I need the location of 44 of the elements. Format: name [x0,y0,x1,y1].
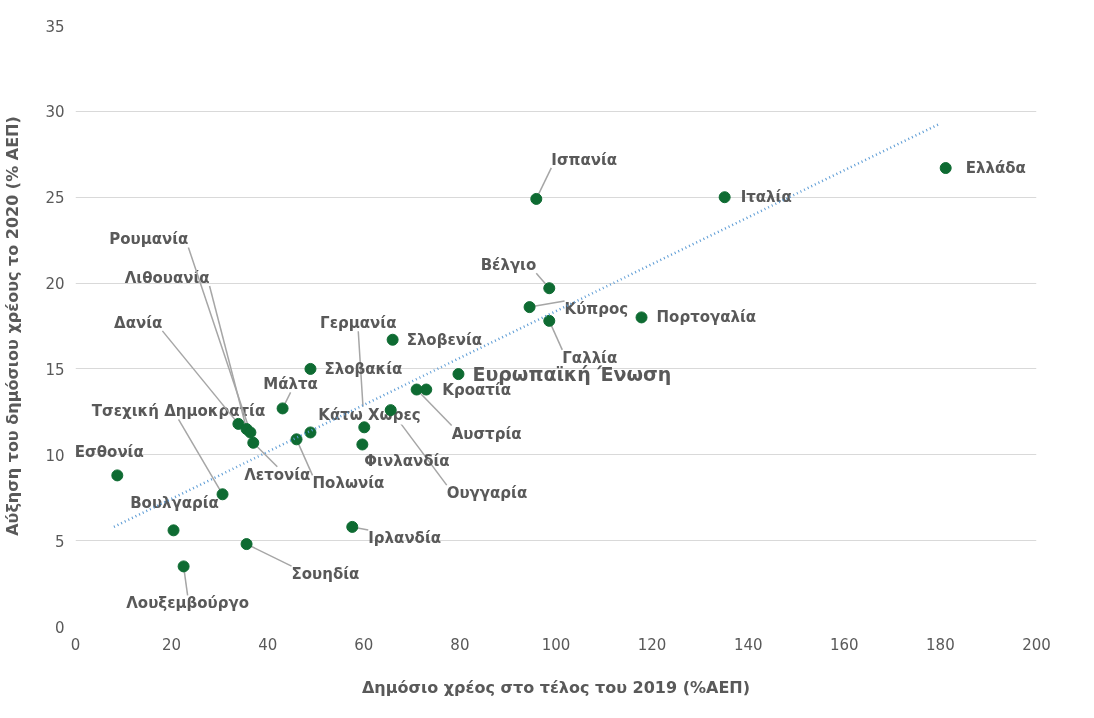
x-tick-label: 0 [70,635,81,654]
annotation: Αυστρία [451,424,522,443]
y-tick-label: 15 [45,360,65,379]
annotation: Φινλανδία [364,452,450,471]
annotation: Εσθονία [74,443,144,462]
x-tick-label: 200 [1022,635,1051,654]
annotation: Σλοβακία [324,359,403,378]
x-tick-label: 60 [354,635,374,654]
x-tick-label: 140 [733,635,763,654]
annotation: Λιθουανία [124,269,210,288]
annotation: Λετονία [244,465,311,484]
annotation: Πορτογαλία [656,308,757,327]
annotation: Σουηδία [291,565,360,584]
x-tick-label: 40 [258,635,278,654]
annotation: Κύπρος [564,300,629,319]
annotation: Ρουμανία [109,230,189,249]
x-tick-label: 120 [637,635,667,654]
annotation: Τσεχική Δημοκρατία [91,402,266,421]
y-tick-label: 0 [54,618,65,637]
y-tick-label: 25 [45,189,65,208]
y-tick-label: 20 [45,275,65,294]
y-tick-label: 35 [45,17,65,36]
annotation: Βέλγιο [480,256,537,275]
annotation: Ελλάδα [965,159,1026,178]
x-tick-label: 80 [450,635,470,654]
x-tick-label: 20 [162,635,182,654]
annotation: Ιρλανδία [368,528,442,547]
annotation: Μάλτα [263,375,318,394]
y-tick-label: 5 [54,532,65,551]
annotation: Σλοβενία [406,330,483,349]
y-axis-title: Αύξηση του δημόσιου χρέους το 2020 (% ΑΕΠ) [3,116,23,536]
x-tick-label: 100 [541,635,571,654]
annotation: Λουξεμβούργο [126,594,249,613]
annotation: Ουγγαρία [446,484,528,503]
y-tick-label: 10 [45,446,65,465]
annotation: Πολωνία [312,474,385,493]
y-tick-label: 30 [45,103,65,122]
x-axis-title: Δημόσιο χρέος στο τέλος του 2019 (%ΑΕΠ) [361,677,751,697]
x-tick-label: 180 [926,635,955,654]
x-tick-label: 160 [829,635,859,654]
annotation: Ισπανία [551,150,618,169]
annotation: Δανία [114,313,163,332]
annotation: Γερμανία [320,314,397,333]
annotation: Ιταλία [740,188,792,207]
